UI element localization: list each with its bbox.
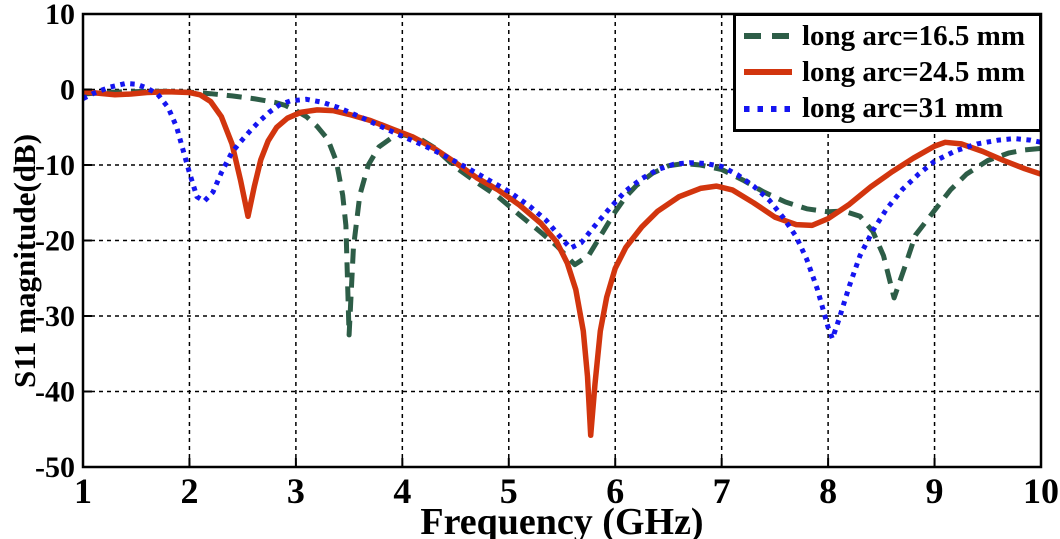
- x-tick-label: 8: [819, 471, 837, 511]
- x-tick-label: 9: [926, 471, 944, 511]
- series-line-2: [83, 81, 1041, 342]
- y-tick-label: 0: [60, 74, 75, 107]
- x-axis-title: Frequency (GHz): [420, 501, 704, 539]
- x-tick-label: 1: [74, 471, 92, 511]
- y-tick-label: -10: [35, 149, 75, 182]
- y-tick-label: -20: [35, 225, 75, 258]
- axis-ticks: [82, 13, 1042, 468]
- x-tick-label: 7: [713, 471, 731, 511]
- legend-solid-line-icon: [744, 69, 792, 76]
- x-tick-label: 10: [1023, 471, 1059, 511]
- legend-label: long arc=24.5 mm: [802, 55, 1025, 88]
- series-lines: [83, 81, 1041, 439]
- legend-label: long arc=16.5 mm: [802, 19, 1025, 52]
- x-tick-label: 5: [500, 471, 518, 511]
- series-line-0: [83, 88, 1041, 338]
- y-tick-label: -40: [35, 376, 75, 409]
- x-tick-label: 4: [393, 471, 411, 511]
- tick-labels: 1 2 3 4 5 6 7 8 9 10 10 0 -10 -20 -30 -40 -50: [35, 0, 1059, 511]
- y-tick-label: 10: [45, 0, 75, 31]
- legend-dotted-line-icon: [744, 105, 792, 112]
- y-axis-title: S11 magnitude(dB): [7, 133, 42, 389]
- x-tick-label: 2: [180, 471, 198, 511]
- legend-dashed-line-icon: [744, 33, 792, 40]
- y-tick-label: -50: [35, 451, 75, 484]
- legend-entry-16-5mm: long arc=16.5 mm: [743, 19, 1035, 53]
- x-tick-label: 6: [606, 471, 624, 511]
- legend-entry-24-5mm: long arc=24.5 mm: [743, 55, 1035, 89]
- y-tick-label: -30: [35, 300, 75, 333]
- x-tick-label: 3: [287, 471, 305, 511]
- legend-label: long arc=31 mm: [802, 92, 1004, 125]
- series-line-1: [83, 89, 1041, 439]
- legend-entry-31mm: long arc=31 mm: [743, 92, 1035, 126]
- legend: long arc=16.5 mm long arc=24.5 mm long a…: [733, 13, 1042, 132]
